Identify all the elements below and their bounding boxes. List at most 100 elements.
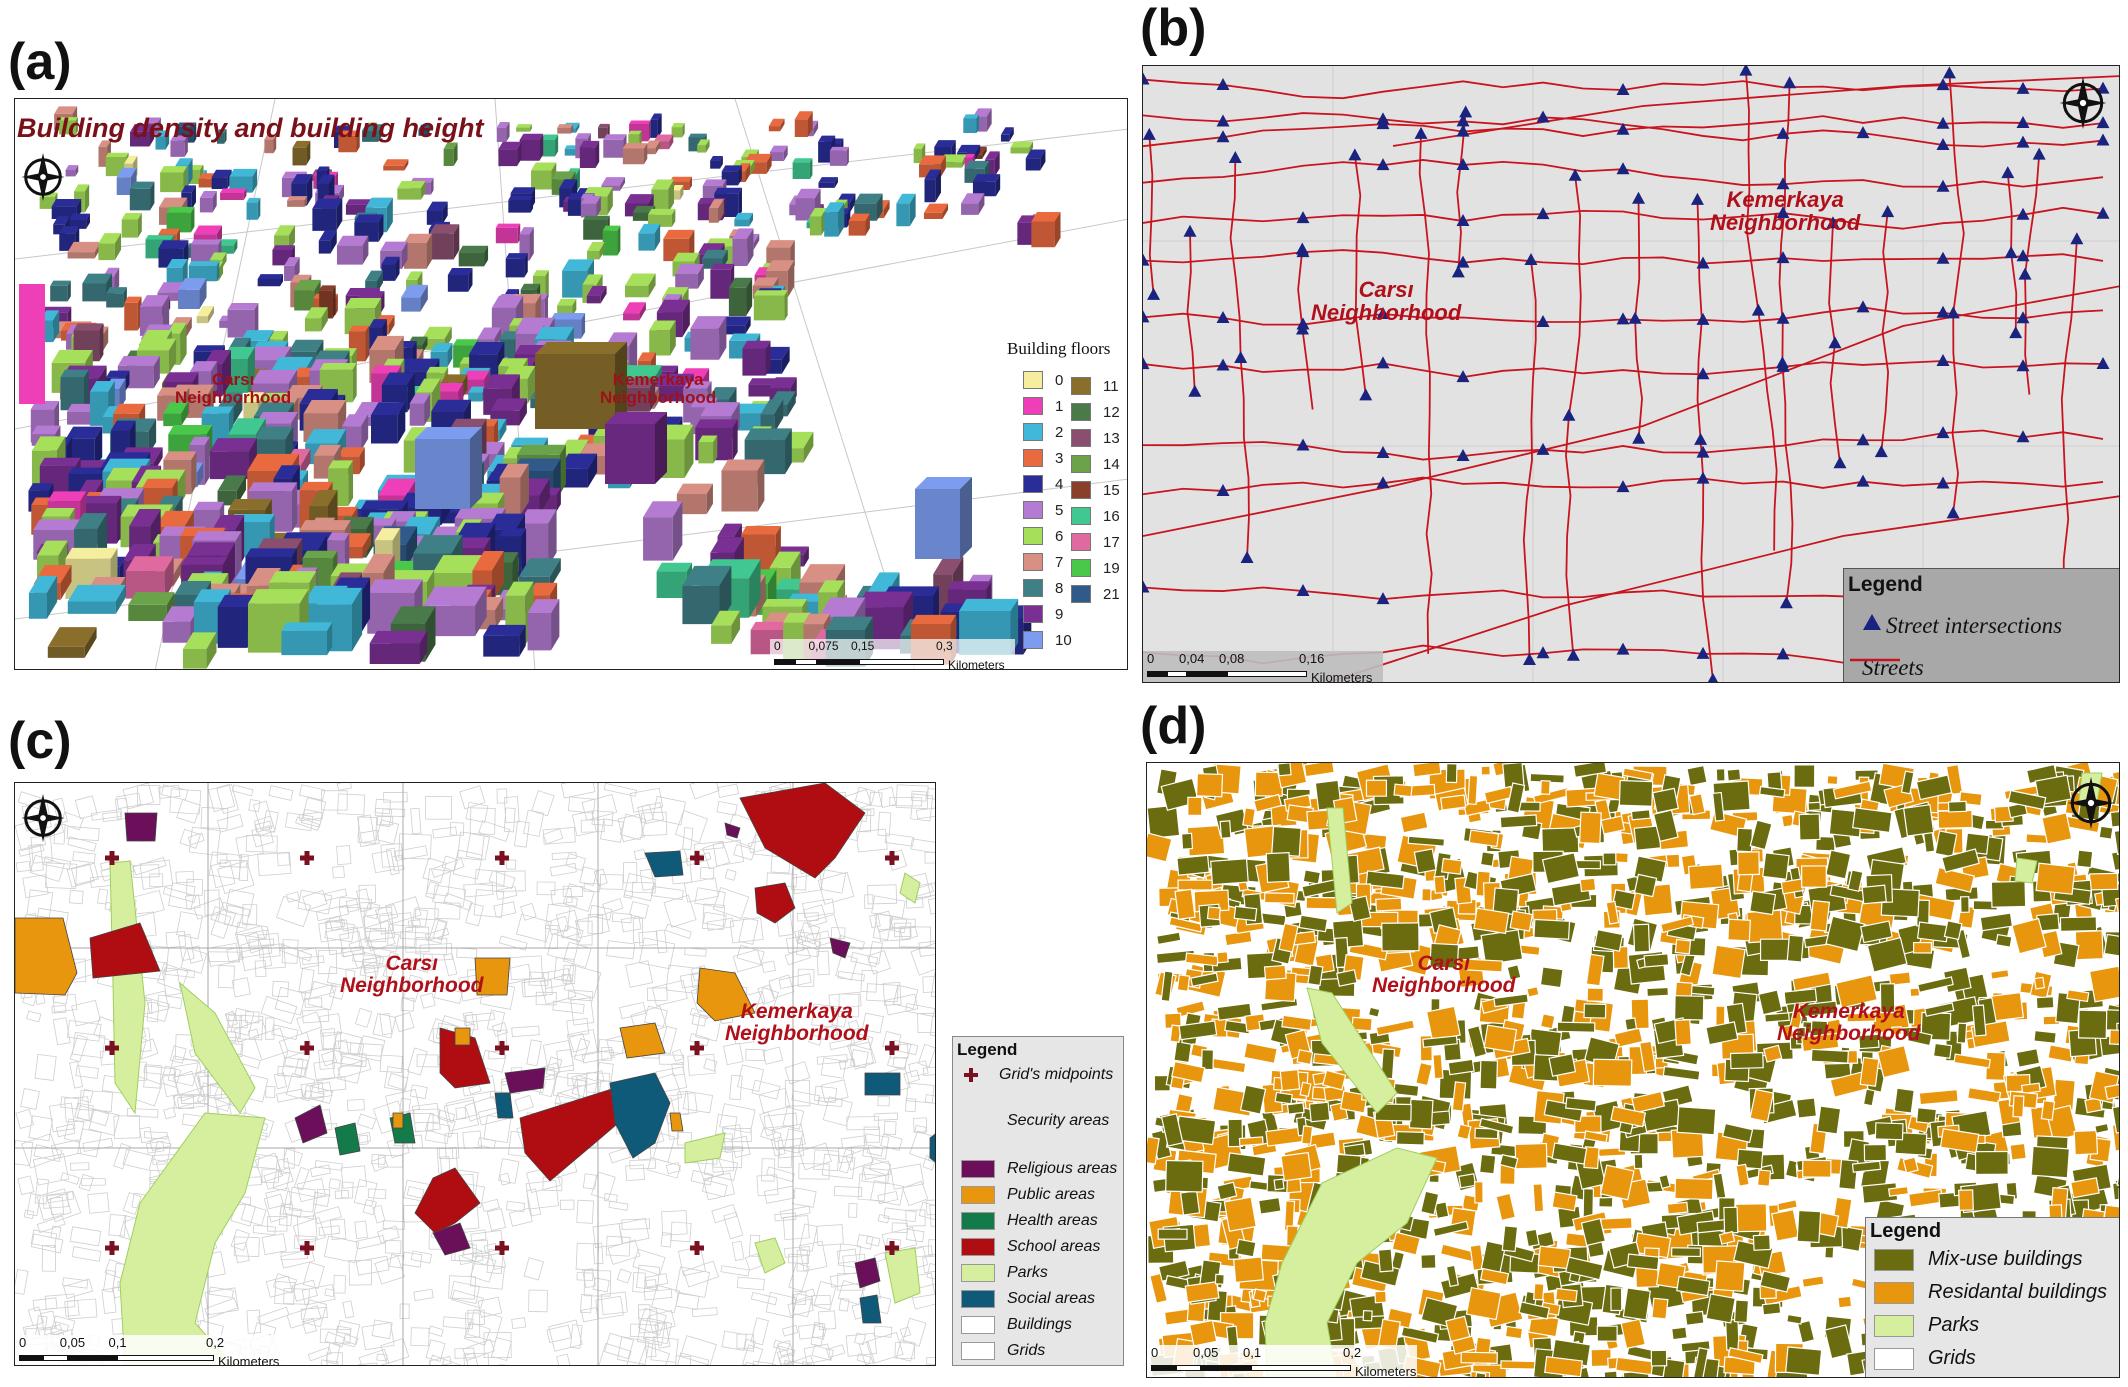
color-swatch bbox=[1071, 559, 1091, 577]
intersection-marker bbox=[1616, 642, 1630, 655]
scale-tick-label: 0,3 bbox=[936, 639, 953, 653]
color-swatch bbox=[1023, 553, 1043, 571]
legend-label: Religious areas bbox=[1007, 1160, 1118, 1177]
intersection-marker bbox=[1296, 438, 1310, 451]
color-swatch bbox=[1874, 1281, 1914, 1304]
intersection-marker bbox=[1296, 211, 1310, 224]
legend-item: Parks bbox=[1874, 1314, 1979, 1337]
park-area bbox=[899, 872, 921, 904]
floor-label: 7 bbox=[1055, 553, 1064, 571]
intersection-marker bbox=[1562, 408, 1576, 421]
intersection-marker bbox=[1524, 253, 1538, 266]
floor-legend-item: 15 bbox=[1071, 481, 1120, 499]
floor-label: 2 bbox=[1055, 423, 1064, 441]
legend-item: Grids bbox=[1874, 1347, 1976, 1370]
scale-bar-segment bbox=[116, 1355, 214, 1361]
grid-midpoint-marker bbox=[300, 851, 314, 865]
color-swatch bbox=[961, 1264, 995, 1282]
intersection-marker bbox=[1143, 580, 1150, 593]
intersection-marker bbox=[1936, 305, 1950, 318]
intersection-marker bbox=[1881, 205, 1895, 218]
facility-polygon bbox=[724, 822, 741, 839]
north-arrow-icon bbox=[21, 153, 65, 201]
legend-item: Buildings bbox=[961, 1316, 1072, 1334]
legend-label: Mix-use buildings bbox=[1928, 1248, 2083, 1270]
scale-bar-segment bbox=[19, 1355, 44, 1361]
scale-bar-segment bbox=[774, 659, 796, 665]
floor-legend-item: 9 bbox=[1023, 605, 1063, 623]
floor-label: 13 bbox=[1103, 429, 1120, 447]
floor-legend-item: 13 bbox=[1071, 429, 1120, 447]
park-area bbox=[1306, 987, 1398, 1114]
intersection-marker bbox=[1833, 456, 1847, 469]
intersection-marker bbox=[2016, 207, 2030, 220]
intersection-marker bbox=[1216, 358, 1230, 371]
intersection-marker bbox=[1143, 253, 1150, 266]
intersection-marker bbox=[2070, 232, 2084, 245]
color-swatch bbox=[961, 1160, 995, 1178]
intersection-marker bbox=[1376, 117, 1390, 130]
color-swatch bbox=[961, 1290, 995, 1308]
intersection-marker bbox=[1632, 431, 1646, 444]
intersection-marker bbox=[1234, 350, 1248, 363]
color-swatch bbox=[1874, 1314, 1914, 1337]
panel-c-facilities-map: Carsı Neighborhood Kemerkaya Neighborhoo… bbox=[14, 782, 936, 1366]
facility-polygon bbox=[739, 783, 866, 879]
color-swatch bbox=[1071, 533, 1091, 551]
parks bbox=[1264, 772, 2103, 1377]
scale-tick-label: 0,05 bbox=[1193, 1345, 1219, 1360]
facility-polygon bbox=[696, 967, 756, 1022]
panel-label-d: (d) bbox=[1140, 697, 1207, 755]
intersection-marker bbox=[1776, 251, 1790, 264]
floor-label: 15 bbox=[1103, 481, 1120, 499]
color-swatch bbox=[961, 1238, 995, 1256]
intersection-marker bbox=[1568, 168, 1582, 181]
legend-item: Mix-use buildings bbox=[1874, 1248, 2083, 1271]
scale-tick-label: 0,2 bbox=[206, 1335, 225, 1350]
intersection-marker bbox=[2096, 133, 2110, 146]
floor-label: 5 bbox=[1055, 501, 1064, 519]
facility-polygon bbox=[432, 1222, 471, 1256]
panel-label-a: (a) bbox=[8, 33, 72, 91]
intersection-marker bbox=[1414, 126, 1428, 139]
grid-midpoint-marker bbox=[885, 1041, 899, 1055]
grid-midpoints bbox=[105, 851, 899, 1255]
floor-legend-item: 14 bbox=[1071, 455, 1120, 473]
intersection-marker bbox=[2009, 326, 2023, 339]
north-arrow-icon bbox=[2067, 777, 2115, 829]
intersection-marker bbox=[1451, 265, 1465, 278]
facility-polygon bbox=[609, 1072, 671, 1159]
scale-tick-label: 0,1 bbox=[108, 1335, 127, 1350]
intersection-marker bbox=[1696, 256, 1710, 269]
intersection-marker bbox=[1936, 426, 1950, 439]
scale-bar-segment bbox=[1151, 1365, 1176, 1371]
legend-item: Religious areas bbox=[961, 1160, 1117, 1178]
color-swatch bbox=[1023, 579, 1043, 597]
intersection-marker bbox=[1348, 148, 1362, 161]
intersection-marker bbox=[2096, 356, 2110, 369]
intersection-marker bbox=[1826, 216, 1840, 229]
floor-label: 3 bbox=[1055, 449, 1064, 467]
park-area bbox=[684, 1132, 726, 1164]
floor-legend-item: 4 bbox=[1023, 475, 1063, 493]
intersection-marker bbox=[1147, 287, 1161, 300]
intersection-marker bbox=[1616, 480, 1630, 493]
grid-midpoint-marker bbox=[885, 851, 899, 865]
intersection-marker bbox=[1295, 322, 1309, 335]
facility-polygon bbox=[754, 882, 796, 924]
floor-legend-item: 10 bbox=[1023, 631, 1072, 649]
color-swatch bbox=[1023, 631, 1043, 649]
scale-tick-label: 0,16 bbox=[1299, 651, 1325, 666]
legend-item: Public areas bbox=[961, 1186, 1095, 1204]
intersection-marker bbox=[1459, 105, 1473, 118]
intersection-marker bbox=[1376, 158, 1390, 171]
scale-tick-label: 0 bbox=[1151, 1345, 1159, 1360]
scale-tick-label: 0,075 bbox=[808, 639, 839, 653]
park-area bbox=[119, 1112, 266, 1365]
scale-tick-label: 0,15 bbox=[851, 639, 875, 653]
intersection-marker bbox=[1536, 442, 1550, 455]
intersection-marker bbox=[1856, 433, 1870, 446]
floor-label: 17 bbox=[1103, 533, 1120, 551]
legend-item-street-intersections: Street intersections bbox=[1862, 613, 2062, 639]
carsi-neighborhood-label: Carsı Neighborhood bbox=[340, 952, 484, 998]
